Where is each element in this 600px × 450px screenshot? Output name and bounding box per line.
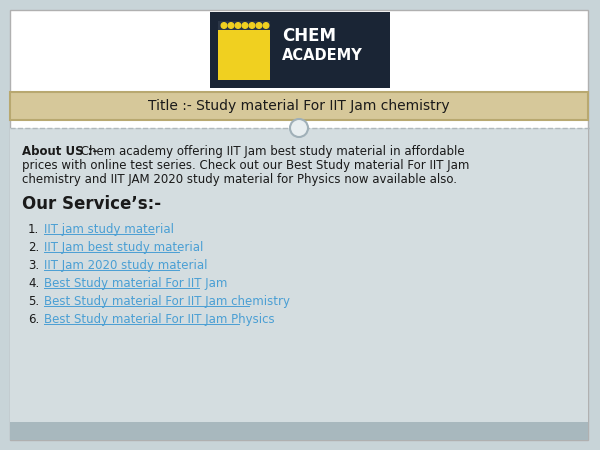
- Text: Best Study material For IIT Jam chemistry: Best Study material For IIT Jam chemistr…: [44, 295, 290, 308]
- Text: About US :-: About US :-: [22, 145, 97, 158]
- Text: 3.: 3.: [28, 259, 39, 272]
- Circle shape: [228, 22, 234, 28]
- Circle shape: [235, 22, 241, 28]
- Text: CHEM: CHEM: [282, 27, 336, 45]
- FancyBboxPatch shape: [218, 24, 270, 80]
- Circle shape: [249, 22, 255, 28]
- Circle shape: [263, 22, 269, 28]
- Text: 2.: 2.: [28, 241, 39, 254]
- Text: Chem academy offering IIT Jam best study material in affordable: Chem academy offering IIT Jam best study…: [77, 145, 464, 158]
- FancyBboxPatch shape: [10, 92, 588, 120]
- Circle shape: [242, 22, 248, 28]
- Text: 5.: 5.: [28, 295, 39, 308]
- Text: 4.: 4.: [28, 277, 39, 290]
- Text: chemistry and IIT JAM 2020 study material for Physics now available also.: chemistry and IIT JAM 2020 study materia…: [22, 173, 457, 186]
- Text: Title :- Study material For IIT Jam chemistry: Title :- Study material For IIT Jam chem…: [148, 99, 450, 113]
- Circle shape: [221, 22, 227, 28]
- Text: prices with online test series. Check out our Best Study material For IIT Jam: prices with online test series. Check ou…: [22, 159, 469, 172]
- FancyBboxPatch shape: [210, 12, 390, 88]
- FancyBboxPatch shape: [218, 21, 270, 30]
- FancyBboxPatch shape: [10, 422, 588, 440]
- Text: Best Study material For IIT Jam Physics: Best Study material For IIT Jam Physics: [44, 313, 275, 326]
- Text: 1.: 1.: [28, 223, 39, 236]
- Circle shape: [256, 22, 262, 28]
- Text: IIT Jam 2020 study material: IIT Jam 2020 study material: [44, 259, 208, 272]
- Circle shape: [290, 119, 308, 137]
- FancyBboxPatch shape: [10, 10, 588, 440]
- Text: Our Service’s:-: Our Service’s:-: [22, 195, 161, 213]
- Text: IIT Jam best study material: IIT Jam best study material: [44, 241, 203, 254]
- Text: IIT jam study material: IIT jam study material: [44, 223, 174, 236]
- FancyBboxPatch shape: [10, 128, 588, 440]
- Text: Best Study material For IIT Jam: Best Study material For IIT Jam: [44, 277, 227, 290]
- Text: ACADEMY: ACADEMY: [282, 49, 363, 63]
- Text: 6.: 6.: [28, 313, 39, 326]
